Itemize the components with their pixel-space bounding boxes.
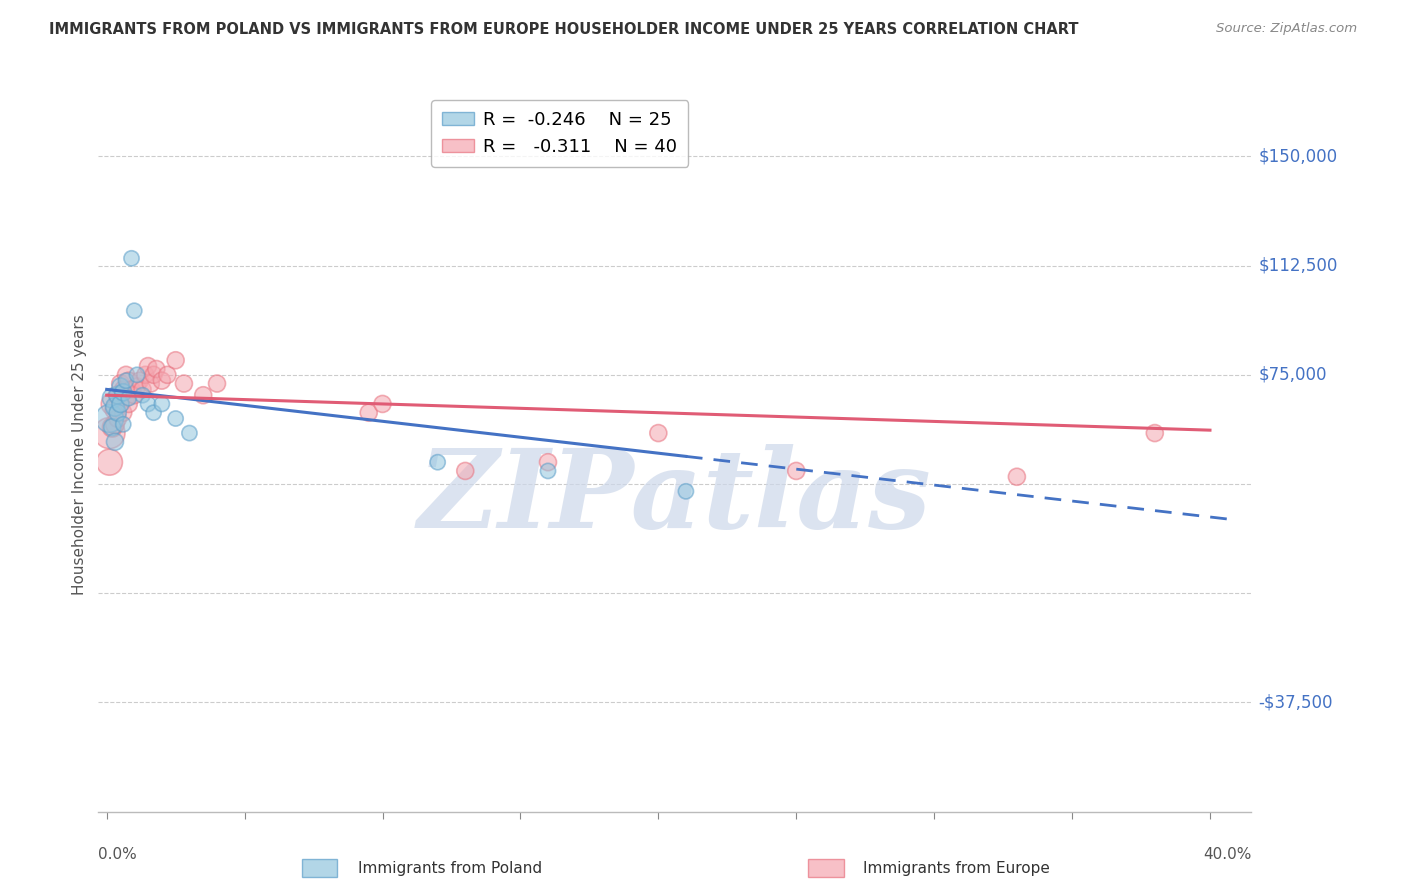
Text: 40.0%: 40.0% (1204, 847, 1251, 863)
Point (134, 368, 156, 382)
Point (115, 368, 138, 382)
Point (110, 379, 132, 393)
Point (675, 484, 697, 499)
Point (537, 464, 560, 478)
Point (107, 406, 129, 420)
Point (205, 376, 228, 391)
Point (101, 397, 124, 411)
Point (139, 376, 162, 391)
Point (112, 383, 135, 397)
Text: Immigrants from Europe: Immigrants from Europe (863, 862, 1049, 876)
Point (165, 353, 187, 368)
Point (110, 397, 132, 411)
Point (101, 391, 124, 405)
Point (110, 376, 132, 391)
Point (98, 455, 121, 469)
Point (104, 417, 127, 432)
Point (156, 368, 179, 382)
Point (1143, 426, 1166, 441)
Text: 0.0%: 0.0% (98, 847, 138, 863)
Point (124, 388, 146, 402)
Point (118, 397, 141, 411)
Text: $75,000: $75,000 (1258, 366, 1327, 384)
Text: $112,500: $112,500 (1258, 257, 1337, 275)
Point (142, 406, 165, 420)
Point (136, 359, 159, 373)
Point (124, 303, 146, 318)
Point (1005, 469, 1028, 483)
Text: Source: ZipAtlas.com: Source: ZipAtlas.com (1216, 22, 1357, 36)
Point (426, 455, 449, 469)
Point (107, 411, 129, 425)
Text: $150,000: $150,000 (1258, 147, 1337, 165)
Point (454, 464, 477, 478)
Point (142, 368, 165, 382)
Y-axis label: Householder Income Under 25 years: Householder Income Under 25 years (72, 315, 87, 595)
Point (357, 406, 380, 420)
Text: Immigrants from Poland: Immigrants from Poland (359, 862, 541, 876)
Point (150, 374, 173, 388)
Point (110, 397, 132, 411)
Point (785, 464, 807, 478)
Point (647, 426, 669, 441)
Point (125, 379, 148, 393)
Point (104, 434, 127, 449)
Point (98, 411, 121, 425)
Point (165, 411, 187, 425)
Point (537, 455, 560, 469)
Legend: R =  -0.246    N = 25, R =   -0.311    N = 40: R = -0.246 N = 25, R = -0.311 N = 40 (432, 100, 688, 167)
Text: ZIPatlas: ZIPatlas (418, 444, 932, 551)
Text: IMMIGRANTS FROM POLAND VS IMMIGRANTS FROM EUROPE HOUSEHOLDER INCOME UNDER 25 YEA: IMMIGRANTS FROM POLAND VS IMMIGRANTS FRO… (49, 22, 1078, 37)
Point (115, 374, 138, 388)
Point (371, 397, 394, 411)
Point (150, 397, 173, 411)
Point (107, 388, 129, 402)
Point (107, 388, 129, 402)
Point (131, 383, 153, 397)
Point (173, 376, 195, 391)
Point (121, 383, 143, 397)
Point (136, 397, 159, 411)
Point (121, 252, 143, 266)
Point (98, 426, 121, 441)
Point (104, 402, 127, 417)
Point (179, 426, 201, 441)
Point (128, 374, 150, 388)
Point (115, 391, 138, 405)
Point (118, 391, 141, 405)
Point (145, 362, 167, 376)
Text: -$37,500: -$37,500 (1258, 693, 1333, 712)
Point (125, 368, 148, 382)
Point (112, 417, 135, 432)
Point (193, 388, 215, 402)
Point (112, 406, 135, 420)
Point (104, 400, 127, 414)
Point (131, 388, 153, 402)
Point (101, 420, 124, 434)
Point (112, 385, 135, 400)
Point (101, 420, 124, 434)
Point (118, 374, 141, 388)
